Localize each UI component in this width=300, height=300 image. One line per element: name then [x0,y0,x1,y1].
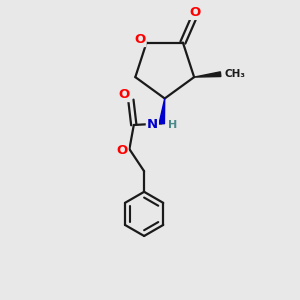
Text: CH₃: CH₃ [224,69,245,79]
Text: O: O [116,144,128,157]
Text: O: O [119,88,130,101]
Text: N: N [147,118,158,131]
Polygon shape [194,72,221,77]
Polygon shape [159,98,165,124]
Text: H: H [168,120,178,130]
Text: O: O [134,33,146,46]
Text: O: O [189,6,200,19]
